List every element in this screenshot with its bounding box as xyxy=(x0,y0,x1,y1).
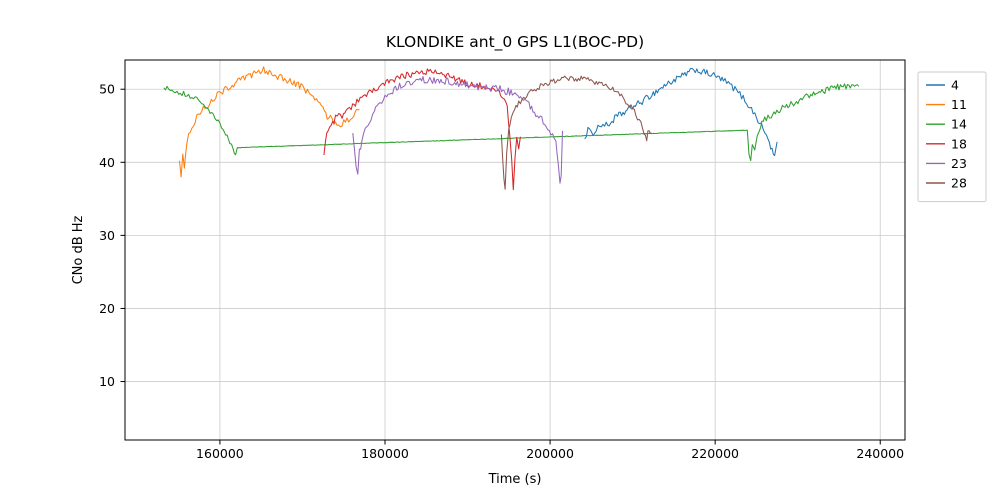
legend-label-4: 4 xyxy=(951,78,959,93)
x-axis-label: Time (s) xyxy=(488,472,542,487)
y-tick-label: 40 xyxy=(99,155,115,170)
legend-item-11: 11 xyxy=(926,97,967,112)
y-axis-label: CNo dB Hz xyxy=(71,215,86,284)
y-tick-label: 50 xyxy=(99,82,115,97)
chart-title: KLONDIKE ant_0 GPS L1(BOC-PD) xyxy=(386,33,644,52)
series-28-line xyxy=(500,75,652,190)
y-tick-label: 10 xyxy=(99,374,115,389)
legend-item-28: 28 xyxy=(926,176,967,191)
series-11-line xyxy=(178,66,360,178)
legend-label-14: 14 xyxy=(951,117,967,132)
plot-border xyxy=(124,59,906,441)
x-tick-label: 180000 xyxy=(361,446,409,461)
legend-item-14: 14 xyxy=(926,117,967,132)
series-18-line xyxy=(323,68,521,191)
legend-item-4: 4 xyxy=(926,78,959,93)
legend-item-18: 18 xyxy=(926,136,967,151)
series-14-line xyxy=(163,83,860,162)
legend-label-28: 28 xyxy=(951,176,967,191)
y-tick-label: 30 xyxy=(99,228,115,243)
legend-item-23: 23 xyxy=(926,156,967,171)
series-group xyxy=(163,66,860,191)
x-tick-label: 160000 xyxy=(196,446,244,461)
legend-label-11: 11 xyxy=(951,97,967,112)
series-4-line xyxy=(584,67,778,157)
series-23-line xyxy=(352,76,564,184)
y-tick-label: 20 xyxy=(99,301,115,316)
x-tick-label: 220000 xyxy=(691,446,739,461)
x-tick-label: 200000 xyxy=(526,446,574,461)
legend: 4 11 14 18 23 28 xyxy=(917,71,987,203)
x-tick-label: 240000 xyxy=(856,446,904,461)
legend-label-23: 23 xyxy=(951,156,967,171)
legend-label-18: 18 xyxy=(951,136,967,151)
